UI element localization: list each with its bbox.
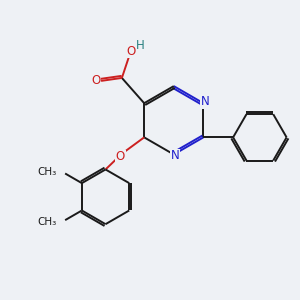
Text: CH₃: CH₃ [38,217,57,226]
Text: N: N [171,149,180,162]
Text: O: O [116,150,125,163]
Text: CH₃: CH₃ [38,167,57,177]
Text: O: O [91,74,101,87]
Text: N: N [200,95,209,108]
Text: H: H [136,39,145,52]
Text: O: O [126,45,135,58]
